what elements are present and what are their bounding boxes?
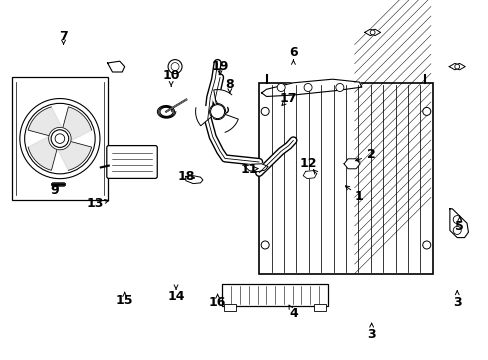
Polygon shape [213, 114, 238, 132]
Polygon shape [261, 79, 361, 96]
Text: 9: 9 [50, 184, 59, 197]
Polygon shape [448, 63, 464, 70]
Text: 8: 8 [225, 78, 234, 91]
Polygon shape [213, 90, 231, 112]
Text: 10: 10 [162, 69, 180, 82]
Bar [313, 304, 325, 311]
Circle shape [422, 241, 430, 249]
Text: 3: 3 [366, 328, 375, 341]
Text: 11: 11 [240, 163, 258, 176]
Polygon shape [28, 107, 62, 136]
Bar [222, 284, 327, 306]
Circle shape [277, 84, 285, 91]
Polygon shape [449, 209, 468, 238]
Polygon shape [364, 29, 380, 36]
Text: 14: 14 [167, 291, 184, 303]
Polygon shape [185, 176, 203, 184]
Text: 5: 5 [454, 220, 463, 233]
Bar [259, 83, 432, 274]
Text: 3: 3 [452, 296, 461, 309]
Circle shape [452, 216, 460, 224]
Circle shape [261, 107, 268, 116]
Circle shape [24, 103, 95, 174]
Text: 12: 12 [299, 157, 316, 170]
Circle shape [20, 99, 100, 179]
Bar [224, 304, 236, 311]
Text: 17: 17 [279, 93, 297, 105]
Text: 13: 13 [86, 197, 104, 210]
Polygon shape [62, 107, 91, 141]
Circle shape [55, 134, 64, 143]
Circle shape [369, 30, 374, 35]
Circle shape [210, 105, 224, 118]
Circle shape [304, 84, 311, 91]
Polygon shape [107, 61, 124, 72]
Polygon shape [303, 171, 316, 179]
Text: 6: 6 [288, 46, 297, 59]
Polygon shape [28, 136, 57, 170]
Polygon shape [58, 141, 91, 170]
Text: 7: 7 [59, 30, 68, 42]
Circle shape [51, 130, 69, 147]
Circle shape [422, 107, 430, 116]
Text: 18: 18 [177, 170, 194, 183]
Text: 19: 19 [211, 60, 228, 73]
FancyBboxPatch shape [106, 145, 157, 179]
Text: 2: 2 [366, 148, 375, 161]
Polygon shape [195, 105, 213, 126]
Text: 1: 1 [354, 190, 363, 203]
Circle shape [168, 60, 182, 73]
Bar [12, 77, 107, 200]
Circle shape [454, 64, 459, 69]
Circle shape [335, 84, 343, 91]
Polygon shape [244, 164, 267, 172]
Text: 16: 16 [208, 296, 226, 309]
Text: 15: 15 [116, 294, 133, 307]
Circle shape [171, 63, 179, 71]
Circle shape [261, 241, 268, 249]
Polygon shape [344, 159, 359, 169]
Circle shape [452, 226, 460, 234]
Text: 4: 4 [288, 307, 297, 320]
